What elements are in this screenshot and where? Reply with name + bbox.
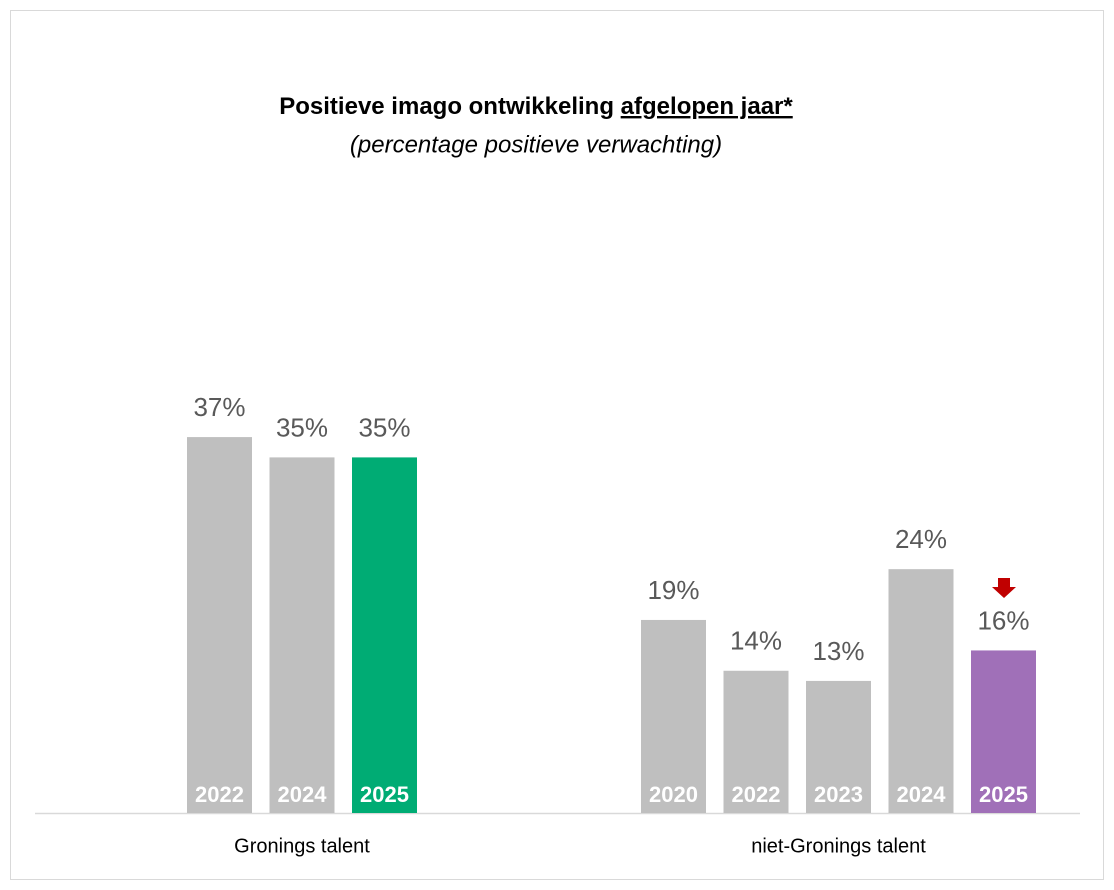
bar [806,680,871,813]
group-label: niet-Gronings talent [751,835,926,857]
value-label: 14% [730,626,782,656]
value-label: 13% [812,636,864,666]
category-label: 2024 [278,782,328,807]
value-label: 24% [895,524,947,554]
category-label: 2023 [814,782,863,807]
category-label: 2020 [649,782,698,807]
bar [641,619,706,813]
bar [888,569,954,813]
category-label: 2025 [360,782,409,807]
bar [971,650,1036,813]
chart-title: Positieve imago ontwikkeling afgelopen j… [279,93,793,120]
title-part: Positieve imago ontwikkeling [279,93,614,120]
title-part-underlined: afgelopen jaar* [621,93,794,120]
chart-subtitle: (percentage positieve verwachting) [350,131,722,158]
value-label: 35% [358,412,410,442]
value-label: 19% [647,575,699,605]
decrease-arrow [992,578,1016,598]
bar [269,457,335,813]
category-label: 2022 [732,782,781,807]
bar [352,457,417,813]
group-label: Gronings talent [234,835,370,857]
value-label: 37% [193,392,245,422]
value-label: 35% [276,412,328,442]
category-label: 2024 [897,782,947,807]
bar [723,670,789,813]
value-label: 16% [977,605,1029,635]
bar [187,437,252,813]
category-label: 2022 [195,782,244,807]
category-label: 2025 [979,782,1028,807]
